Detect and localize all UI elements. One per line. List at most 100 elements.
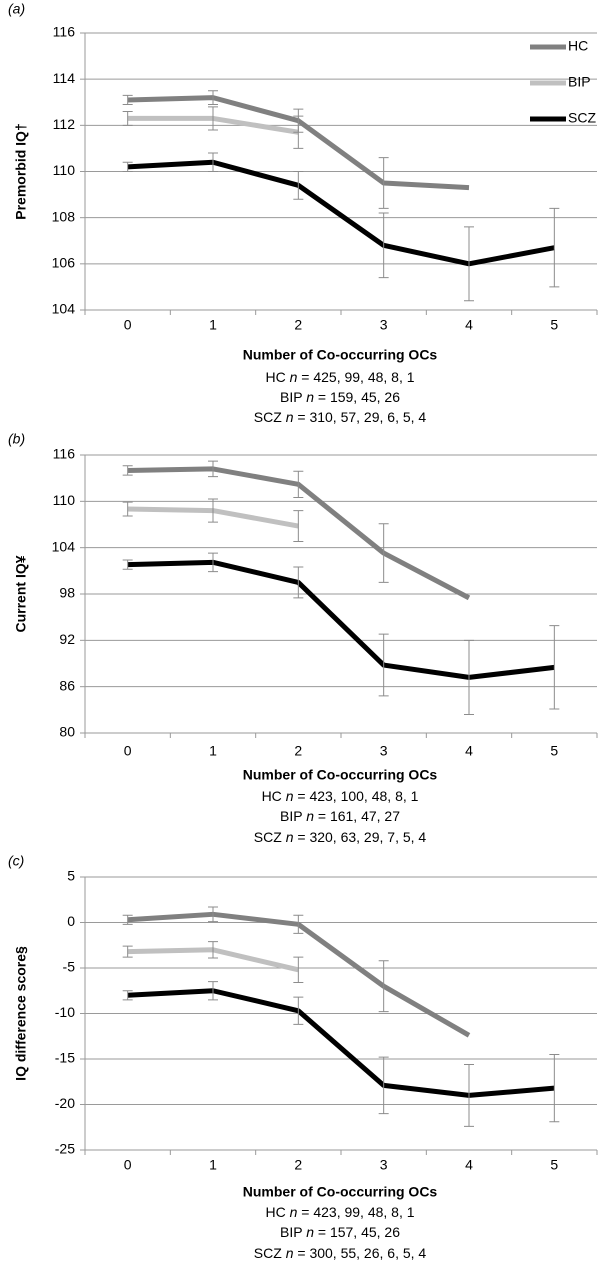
error-bar <box>293 956 304 984</box>
x-tick-label: 4 <box>465 317 473 333</box>
n-symbol: n <box>286 829 294 845</box>
group-name: SCZ <box>254 1245 282 1261</box>
n-symbol: n <box>290 369 298 385</box>
sample-size-line: SCZ n = 310, 57, 29, 6, 5, 4 <box>254 409 427 425</box>
error-bar <box>208 906 218 923</box>
panel-label: (b) <box>8 431 25 447</box>
x-tick-label: 1 <box>209 317 217 333</box>
error-bar <box>293 171 304 200</box>
error-bar <box>122 945 133 958</box>
counts: = 425, 99, 48, 8, 1 <box>297 369 414 385</box>
n-symbol: n <box>306 808 314 824</box>
counts: = 300, 55, 26, 6, 5, 4 <box>293 1245 426 1261</box>
y-axis-title: IQ difference score§ <box>13 946 29 1081</box>
y-tick-label: 110 <box>53 162 76 178</box>
error-bar <box>122 465 133 476</box>
group-name: BIP <box>280 1224 302 1240</box>
error-bar <box>208 498 218 523</box>
y-tick-label: 98 <box>59 585 75 601</box>
group-name: HC <box>262 788 282 804</box>
error-bar <box>293 470 304 498</box>
error-bar <box>208 981 218 1001</box>
y-tick-label: 104 <box>52 538 76 554</box>
y-tick-label: -20 <box>55 1095 75 1111</box>
error-bar <box>293 510 304 542</box>
y-tick-label: 108 <box>52 208 76 224</box>
error-bar <box>208 552 218 573</box>
error-bar <box>378 960 389 1013</box>
y-tick-label: -15 <box>55 1050 75 1066</box>
x-tick-label: 0 <box>124 1157 132 1173</box>
x-tick-label: 2 <box>294 743 302 759</box>
error-bar <box>208 106 218 131</box>
x-axis-title: Number of Co-occurring OCs <box>243 767 438 783</box>
x-axis-title: Number of Co-occurring OCs <box>243 1184 438 1200</box>
panel-label: (c) <box>8 853 24 869</box>
x-tick-label: 5 <box>550 317 558 333</box>
panel-label: (a) <box>8 1 25 17</box>
n-symbol: n <box>286 1245 294 1261</box>
x-axis-title: Number of Co-occurring OCs <box>243 347 438 363</box>
series-line <box>127 559 555 680</box>
group-name: HC <box>265 369 285 385</box>
x-tick-label: 2 <box>294 317 302 333</box>
x-tick-label: 5 <box>550 743 558 759</box>
sample-size-line: HC n = 423, 99, 48, 8, 1 <box>265 1204 414 1220</box>
error-bar <box>378 212 389 279</box>
n-symbol: n <box>286 409 294 425</box>
error-bar <box>378 633 389 697</box>
x-tick-label: 3 <box>380 317 388 333</box>
y-tick-label: -25 <box>55 1141 75 1157</box>
legend-label: HC <box>568 38 588 54</box>
group-name: BIP <box>280 808 302 824</box>
error-bar <box>293 115 304 149</box>
y-tick-label: 92 <box>59 631 75 647</box>
counts: = 423, 99, 48, 8, 1 <box>297 1204 414 1220</box>
error-bar <box>122 161 133 172</box>
error-bar <box>208 152 218 172</box>
sample-size-line: BIP n = 157, 45, 26 <box>280 1224 400 1240</box>
error-bar <box>549 207 560 288</box>
sample-size-line: BIP n = 161, 47, 27 <box>280 808 400 824</box>
x-tick-label: 4 <box>465 1157 473 1173</box>
y-tick-label: 110 <box>53 492 76 508</box>
error-bar <box>293 566 304 599</box>
counts: = 157, 45, 26 <box>314 1224 400 1240</box>
counts: = 320, 63, 29, 7, 5, 4 <box>293 829 426 845</box>
series-line <box>127 988 555 1098</box>
error-bar <box>122 914 133 925</box>
error-bar <box>122 501 133 517</box>
error-bar <box>378 523 389 583</box>
y-tick-label: 0 <box>67 913 75 929</box>
x-tick-label: 0 <box>124 317 132 333</box>
n-symbol: n <box>306 1224 314 1240</box>
y-tick-label: 5 <box>67 868 75 884</box>
sample-size-line: HC n = 423, 100, 48, 8, 1 <box>262 788 419 804</box>
y-tick-label: 114 <box>53 70 76 86</box>
y-axis-title: Premorbid IQ† <box>13 123 29 219</box>
y-tick-label: -5 <box>63 959 76 975</box>
error-bar <box>293 914 304 934</box>
y-axis-title: Current IQ¥ <box>13 555 29 632</box>
y-tick-label: -10 <box>55 1004 75 1020</box>
x-tick-label: 3 <box>380 1157 388 1173</box>
error-bar <box>293 996 304 1025</box>
group-name: BIP <box>280 389 302 405</box>
legend-label: BIP <box>568 74 591 90</box>
x-tick-label: 0 <box>124 743 132 759</box>
sample-size-line: SCZ n = 320, 63, 29, 7, 5, 4 <box>254 829 427 845</box>
x-tick-label: 4 <box>465 743 473 759</box>
error-bar <box>208 941 218 959</box>
error-bar <box>378 157 389 209</box>
series-line <box>127 159 555 267</box>
error-bar <box>378 1056 389 1115</box>
group-name: SCZ <box>254 829 282 845</box>
sample-size-line: BIP n = 159, 45, 26 <box>280 389 400 405</box>
error-bar <box>122 990 133 1001</box>
error-bar <box>464 1063 474 1127</box>
x-tick-label: 3 <box>380 743 388 759</box>
n-symbol: n <box>306 389 314 405</box>
error-bar <box>549 1053 560 1123</box>
x-tick-label: 1 <box>209 1157 217 1173</box>
